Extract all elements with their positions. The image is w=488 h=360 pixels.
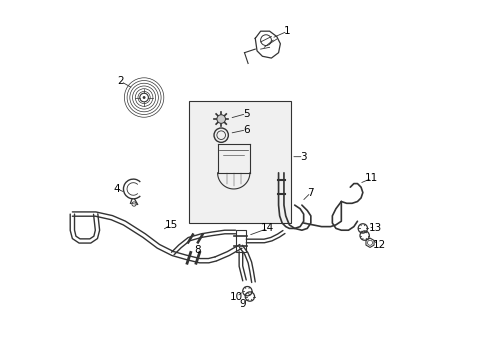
Text: 9: 9 <box>239 299 245 309</box>
Text: 11: 11 <box>365 173 378 183</box>
Bar <box>235 230 246 252</box>
Text: 10: 10 <box>229 292 243 302</box>
Bar <box>188 101 290 223</box>
Text: 2: 2 <box>117 76 124 86</box>
Text: 4: 4 <box>114 184 120 194</box>
Text: 14: 14 <box>261 224 274 233</box>
Text: 1: 1 <box>284 26 290 36</box>
Text: 7: 7 <box>307 188 313 198</box>
Text: 8: 8 <box>194 245 201 255</box>
Text: 12: 12 <box>371 239 385 249</box>
Circle shape <box>217 115 225 123</box>
Text: 3: 3 <box>300 152 306 162</box>
Circle shape <box>142 96 145 99</box>
Text: 15: 15 <box>164 220 177 230</box>
Text: 5: 5 <box>243 109 249 119</box>
Text: 6: 6 <box>243 125 249 135</box>
Text: 13: 13 <box>368 224 381 233</box>
